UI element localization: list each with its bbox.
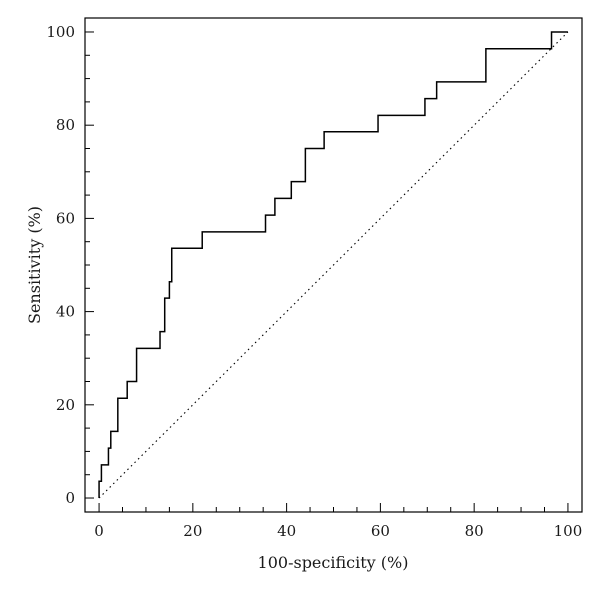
y-tick-label: 0: [65, 489, 75, 507]
x-tick-label: 80: [465, 522, 484, 540]
y-tick-label: 40: [56, 303, 75, 321]
y-axis-title: Sensitivity (%): [25, 206, 44, 324]
y-tick-label: 20: [56, 396, 75, 414]
tick-labels: 0 20 40 60 80 100 0 20 40 60 80 100: [46, 23, 582, 540]
reference-diagonal-line: [98, 31, 569, 499]
x-tick-label: 100: [554, 522, 583, 540]
roc-curve: [98, 31, 568, 499]
x-tick-label: 60: [371, 522, 390, 540]
y-tick-label: 60: [56, 209, 75, 227]
y-tick-label: 80: [56, 116, 75, 134]
x-tick-label: 20: [183, 522, 202, 540]
axis-ticks: [85, 31, 569, 512]
x-tick-label: 0: [94, 522, 104, 540]
x-tick-label: 40: [277, 522, 296, 540]
x-axis-title: 100-specificity (%): [258, 553, 409, 572]
y-tick-label: 100: [46, 23, 75, 41]
